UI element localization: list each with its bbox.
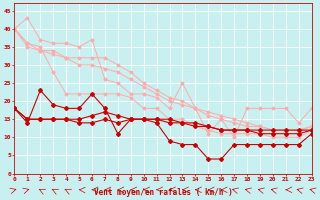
X-axis label: Vent moyen/en rafales ( km/h ): Vent moyen/en rafales ( km/h ) — [94, 188, 232, 197]
